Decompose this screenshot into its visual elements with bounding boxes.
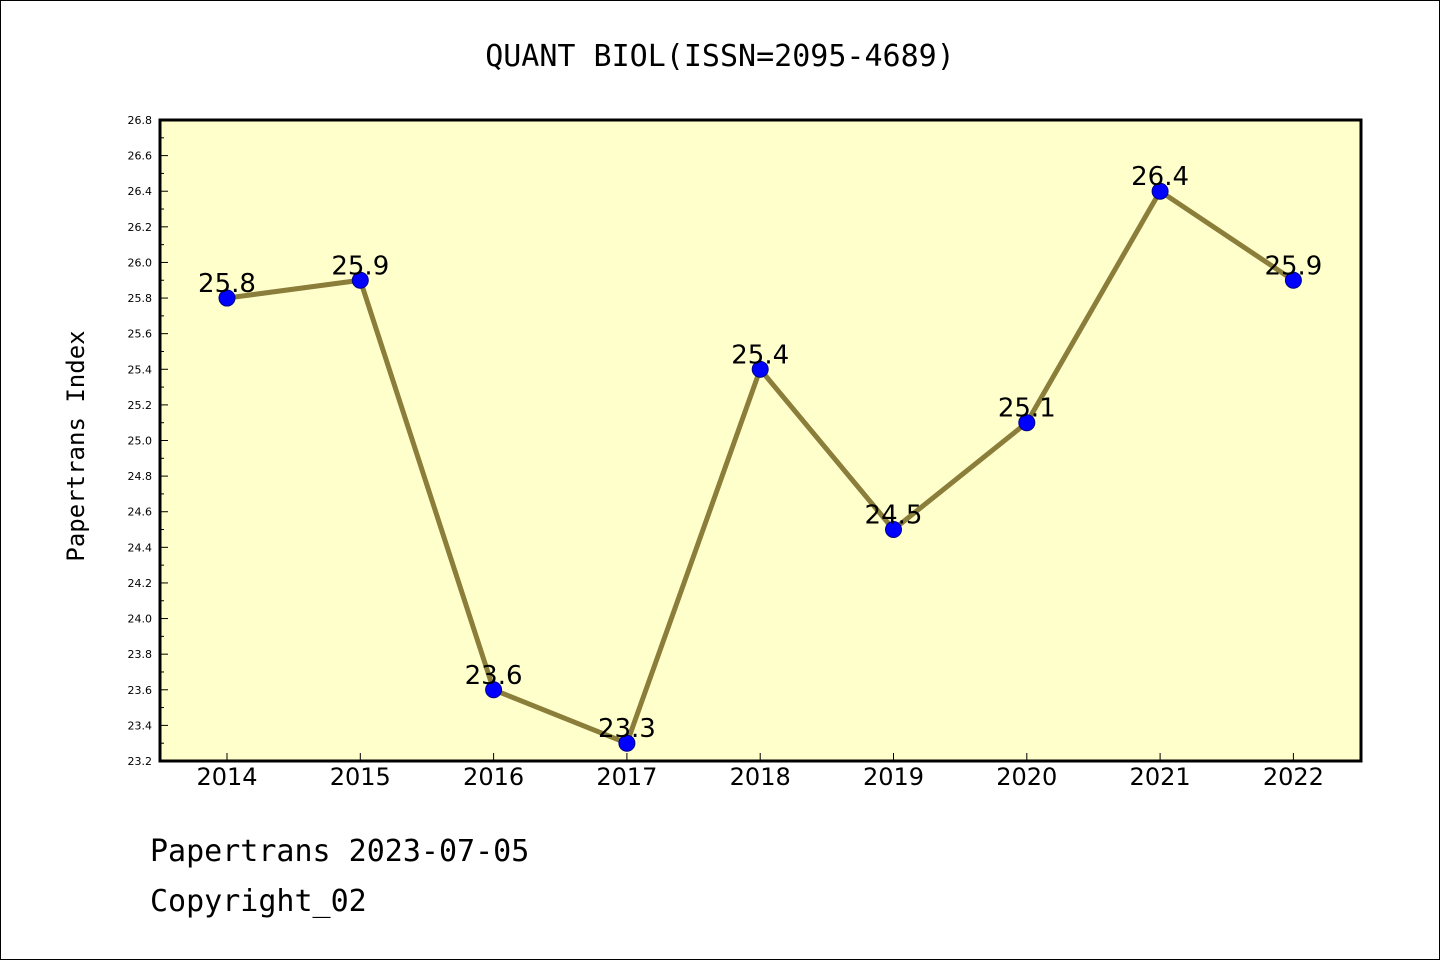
y-tick-label: 26.4 [128,185,153,198]
y-tick-label: 23.6 [128,684,153,697]
data-point [751,360,769,378]
data-label: 23.3 [598,714,656,744]
x-tick-label: 2021 [1130,763,1191,791]
y-tick-label: 24.0 [128,613,153,626]
x-tick-label: 2016 [463,763,524,791]
data-label: 25.9 [331,251,389,281]
footer-copyright: Copyright_02 [150,884,367,919]
y-tick-label: 25.2 [128,399,153,412]
x-axis-ticks: 2014 2015 2016 2017 2018 2019 2020 2021 2022 [196,753,1324,791]
y-tick-label: 26.8 [128,114,153,127]
data-point [218,289,236,307]
y-tick-label: 26.2 [128,221,153,234]
y-tick-label: 23.8 [128,648,153,661]
y-tick-label: 24.4 [128,541,153,554]
x-tick-label: 2022 [1263,763,1324,791]
y-tick-label: 25.4 [128,363,153,376]
data-label: 24.5 [865,501,923,531]
footer-date-line: Papertrans 2023-07-05 [150,834,530,869]
x-tick-label: 2018 [730,763,791,791]
data-label: 25.1 [998,394,1056,424]
chart-title: QUANT BIOL(ISSN=2095-4689) [485,39,955,74]
data-point [618,734,636,752]
data-point [1151,182,1169,200]
y-tick-label: 25.6 [128,328,153,341]
series-line-group: 25.8 25.9 23.6 23.3 25.4 24.5 25.1 26.4 25.9 [198,162,1322,752]
data-point [351,271,369,289]
y-tick-label: 23.2 [128,755,153,768]
y-tick-label: 26.0 [128,256,153,269]
plot-border [158,118,1363,763]
y-tick-label: 23.4 [128,719,153,732]
plot-area [160,120,1361,761]
y-tick-label: 26.6 [128,150,153,163]
y-tick-label: 25.0 [128,435,153,448]
data-label: 26.4 [1131,162,1189,192]
data-point [485,681,503,699]
data-label: 23.6 [465,661,523,691]
data-point [1018,414,1036,432]
x-tick-label: 2019 [863,763,924,791]
y-axis-label: Papertrans Index [62,330,90,561]
x-tick-label: 2020 [996,763,1057,791]
y-tick-label: 24.6 [128,506,153,519]
data-label: 25.4 [731,340,789,370]
data-label: 25.9 [1264,251,1322,281]
data-point [1284,271,1302,289]
x-tick-label: 2015 [330,763,391,791]
x-tick-label: 2017 [596,763,657,791]
y-tick-label: 24.8 [128,470,153,483]
y-tick-label: 25.8 [128,292,153,305]
x-tick-label: 2014 [196,763,257,791]
data-point [885,521,902,539]
data-label: 25.8 [198,269,256,299]
y-tick-label: 24.2 [128,577,153,590]
